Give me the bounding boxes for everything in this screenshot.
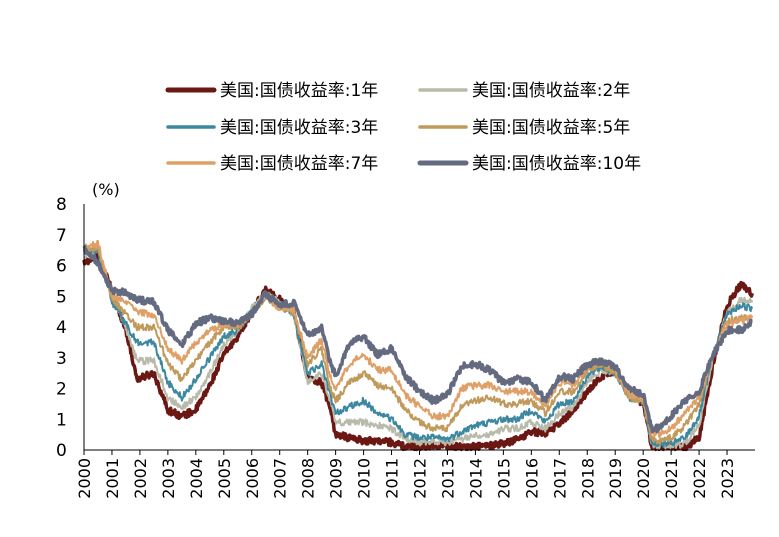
y-tick-label: 8 <box>56 195 67 215</box>
x-axis-ticks: 2000 2001 2002 2003 2004 2005 2006 2007 2008 2009… <box>75 450 737 499</box>
x-tick-label: 2007 <box>271 458 290 499</box>
y-tick-label: 6 <box>56 257 67 277</box>
x-tick-label: 2018 <box>578 458 597 499</box>
series-line-6 <box>82 244 754 434</box>
y-tick-label: 5 <box>56 287 67 307</box>
legend-label: 美国:国债收益率:7年 <box>220 154 378 174</box>
x-tick-label: 2008 <box>299 458 318 499</box>
x-tick-label: 2022 <box>690 458 709 499</box>
x-tick-label: 2016 <box>522 458 541 499</box>
x-tick-label: 2021 <box>662 458 681 499</box>
series-line-5 <box>83 239 754 439</box>
x-tick-label: 2009 <box>327 458 346 499</box>
x-tick-label: 2015 <box>494 458 513 499</box>
x-tick-label: 2013 <box>438 458 457 499</box>
x-tick-label: 2001 <box>103 458 122 499</box>
y-tick-label: 3 <box>56 349 67 369</box>
x-tick-label: 2023 <box>718 458 737 499</box>
x-tick-label: 2014 <box>466 458 485 499</box>
x-tick-label: 2000 <box>75 458 94 499</box>
legend-label: 美国:国债收益率:3年 <box>220 118 378 138</box>
series-lines <box>82 239 754 452</box>
x-tick-label: 2002 <box>131 458 150 499</box>
x-tick-label: 2006 <box>243 458 262 499</box>
x-tick-label: 2004 <box>187 458 206 499</box>
x-tick-label: 2005 <box>215 458 234 499</box>
legend-label: 美国:国债收益率:10年 <box>472 154 641 174</box>
x-tick-label: 2003 <box>159 458 178 499</box>
y-tick-label: 1 <box>56 410 67 430</box>
y-tick-label: 0 <box>56 441 67 461</box>
x-tick-label: 2012 <box>411 458 430 499</box>
x-tick-label: 2019 <box>606 458 625 499</box>
x-tick-label: 2020 <box>634 458 653 499</box>
legend-label: 美国:国债收益率:2年 <box>472 81 630 101</box>
x-tick-label: 2010 <box>355 458 374 499</box>
x-tick-label: 2011 <box>383 458 402 499</box>
legend-label: 美国:国债收益率:5年 <box>472 118 630 138</box>
legend-label: 美国:国债收益率:1年 <box>220 81 378 101</box>
y-tick-label: 7 <box>56 226 67 246</box>
y-tick-label: 2 <box>56 380 67 400</box>
y-axis-unit: (%) <box>92 180 120 199</box>
x-tick-label: 2017 <box>550 458 569 499</box>
y-axis-ticks: 0 1 2 3 4 5 6 7 8 <box>56 195 67 461</box>
y-tick-label: 4 <box>56 318 67 338</box>
